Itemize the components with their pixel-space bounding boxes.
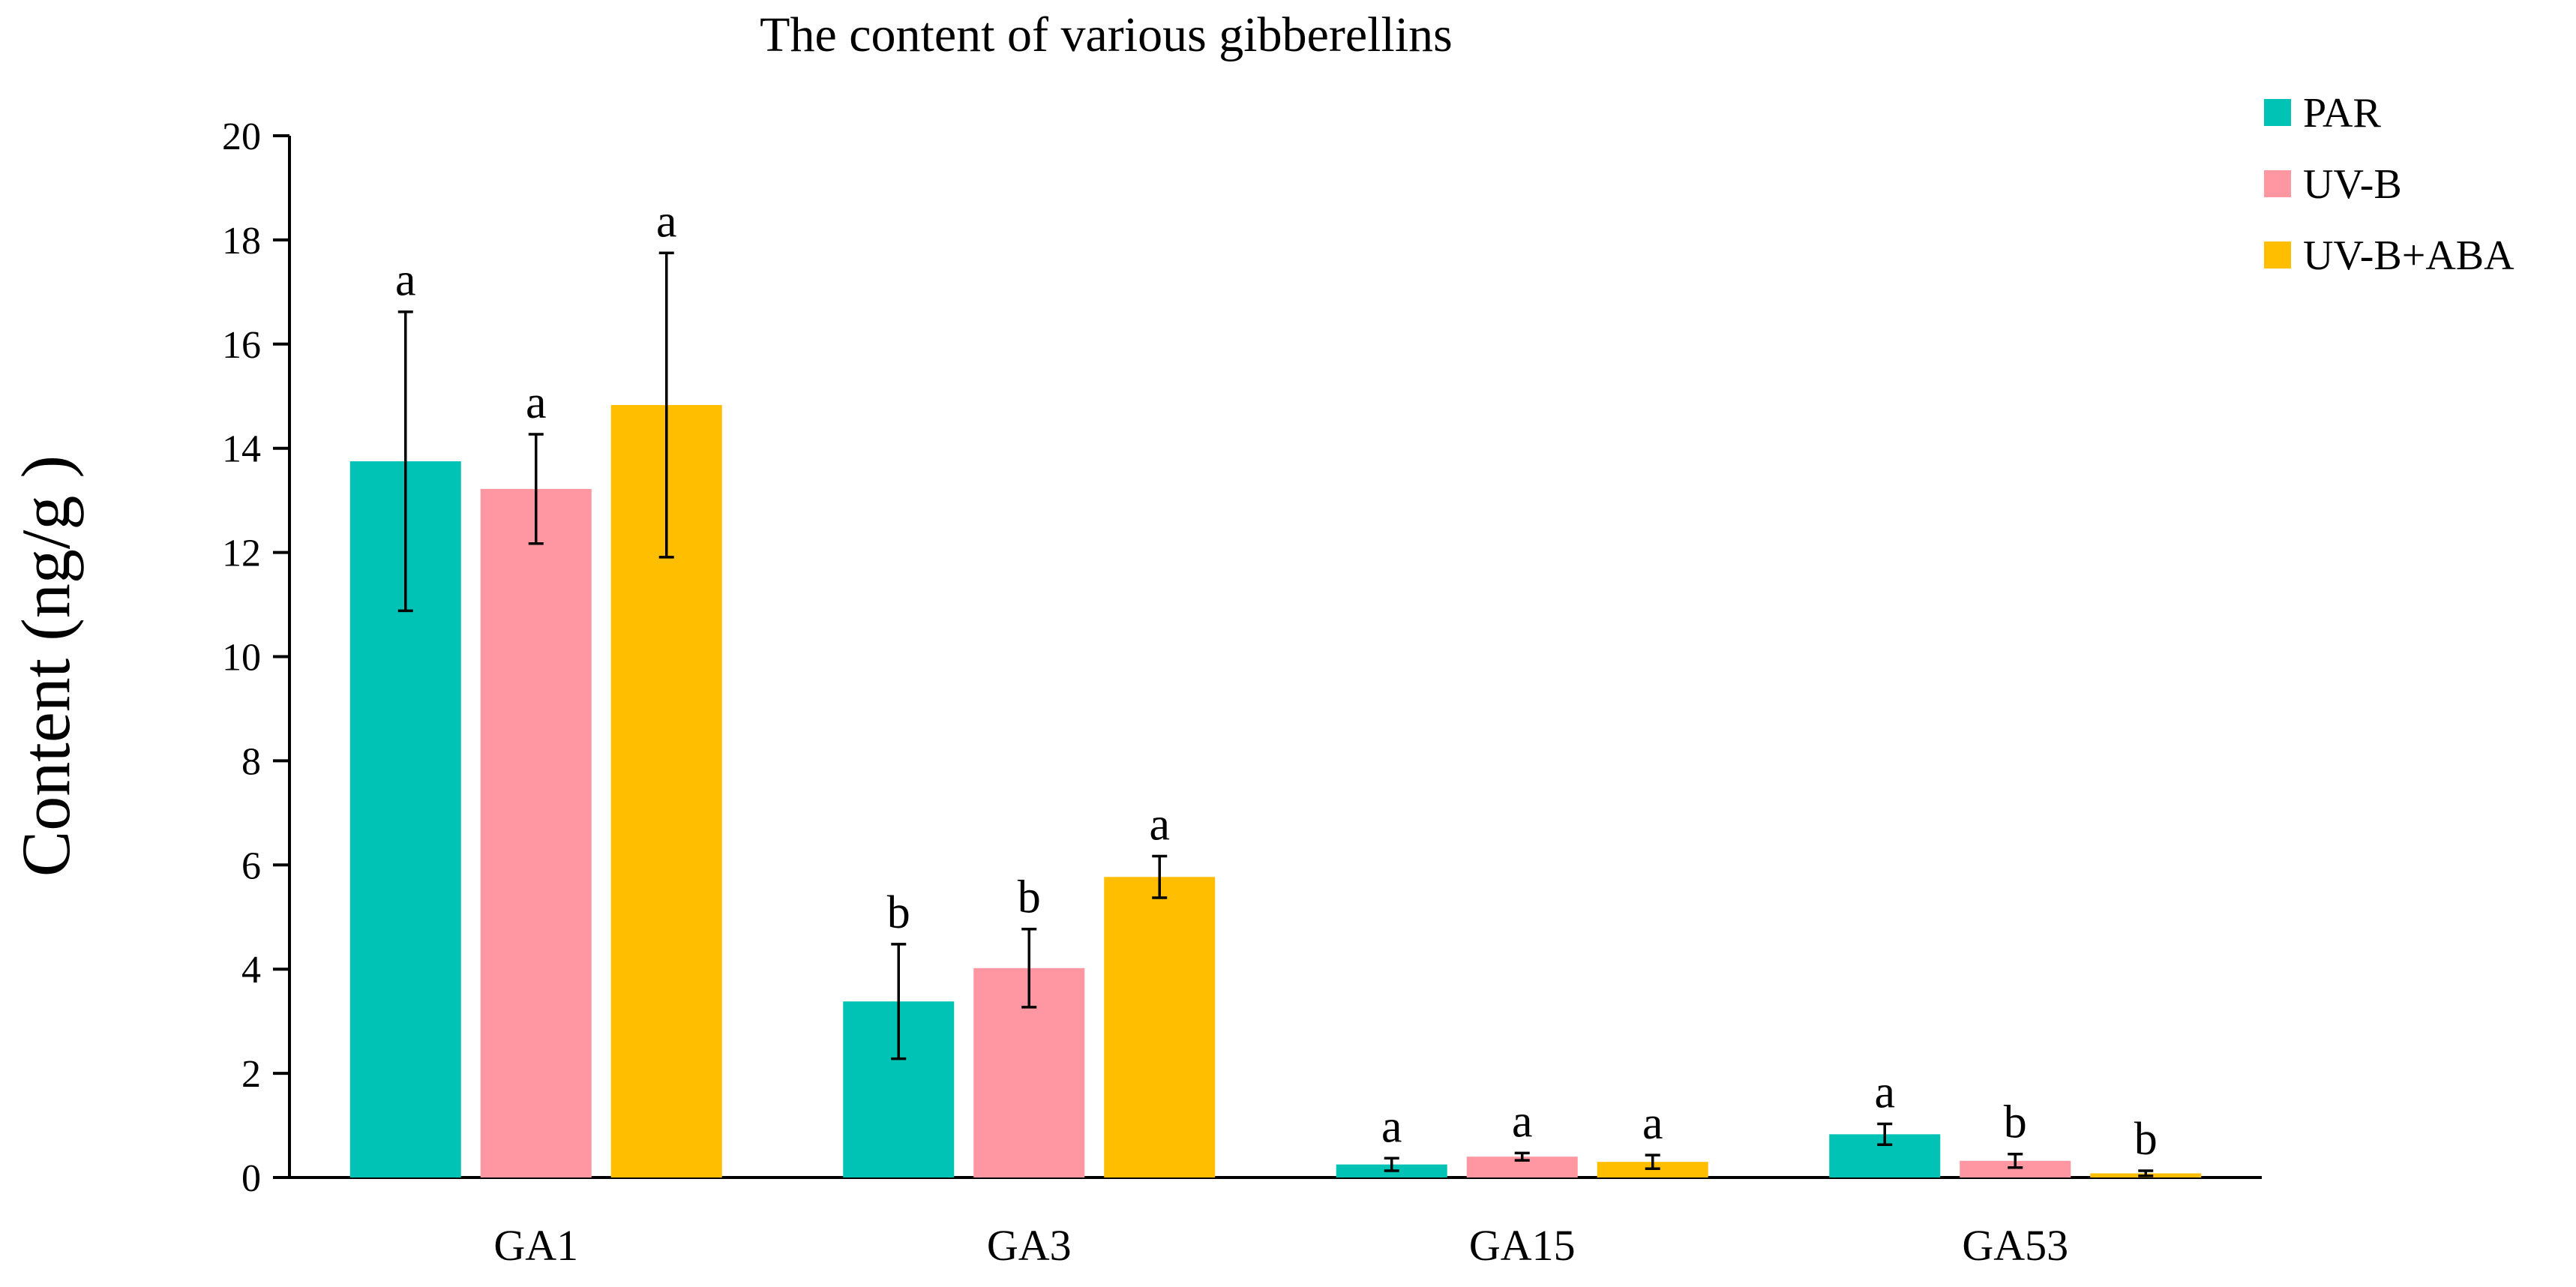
x-tick-label: GA1	[493, 1221, 578, 1270]
significance-label: b	[2134, 1114, 2158, 1165]
significance-label: a	[1381, 1101, 1402, 1152]
y-tick-label: 8	[241, 740, 261, 783]
x-tick-label: GA3	[987, 1221, 1072, 1270]
significance-label: b	[1018, 872, 1041, 923]
y-axis-label: Content (ng/g )	[7, 455, 84, 877]
significance-label: a	[1642, 1098, 1663, 1149]
significance-label: b	[2004, 1097, 2027, 1148]
significance-label: a	[526, 377, 547, 428]
legend-swatch	[2264, 99, 2291, 126]
y-tick-label: 18	[222, 220, 261, 262]
legend-label: UV-B	[2303, 161, 2402, 208]
legend-label: PAR	[2303, 90, 2381, 136]
significance-label: a	[656, 196, 677, 247]
legend-swatch	[2264, 242, 2291, 268]
significance-label: b	[887, 887, 910, 938]
significance-label: a	[1512, 1096, 1533, 1147]
legend: PAR UV-B UV-B+ABA	[2264, 90, 2515, 279]
bar	[1104, 877, 1216, 1178]
x-tick-label: GA15	[1469, 1221, 1576, 1270]
chart-title: The content of various gibberellins	[760, 8, 1453, 62]
significance-label: a	[1149, 799, 1170, 850]
y-tick-label: 20	[222, 116, 261, 158]
y-tick-label: 14	[222, 428, 261, 471]
significance-label: a	[395, 255, 416, 306]
y-tick-label: 4	[241, 949, 261, 992]
x-tick-label: GA53	[1962, 1221, 2068, 1270]
legend-swatch	[2264, 170, 2291, 197]
significance-label: a	[1874, 1066, 1895, 1118]
y-tick-label: 10	[222, 637, 261, 680]
y-tick-label: 2	[241, 1053, 261, 1096]
y-tick-label: 6	[241, 844, 261, 887]
bar	[1960, 1160, 2071, 1178]
legend-label: UV-B+ABA	[2303, 232, 2515, 279]
y-tick-label: 16	[222, 324, 261, 367]
y-tick-label: 0	[241, 1157, 261, 1200]
bar	[480, 488, 592, 1178]
y-tick-label: 12	[222, 532, 261, 575]
plot-area: 0 2 4 6 8 10 12 14 16 18 20 a a a GA1 b b a GA3 a a a GA15 a b b G…	[222, 116, 2262, 1270]
